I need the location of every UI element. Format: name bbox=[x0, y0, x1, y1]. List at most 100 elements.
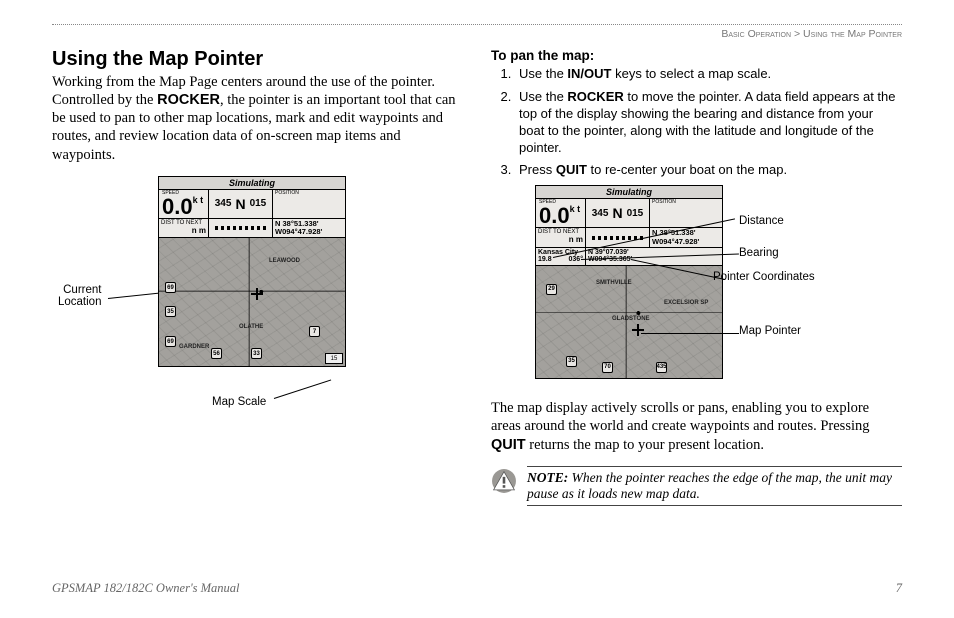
content-columns: Using the Map Pointer Working from the M… bbox=[52, 48, 902, 506]
step-text: Use the bbox=[519, 89, 567, 104]
position-label: POSITION bbox=[275, 191, 343, 197]
pointer-distance: 19.8 bbox=[538, 256, 552, 263]
breadcrumb-section: Basic Operation bbox=[721, 28, 791, 40]
map-area: 69 35 69 56 7 33 LEAWOOD GARDNER OLATHE … bbox=[159, 238, 345, 366]
intro-paragraph: Working from the Map Page centers around… bbox=[52, 73, 463, 164]
gps-screen-right: Simulating SPEED 0.0k t 345 N 015 POSITI… bbox=[535, 185, 723, 378]
speed-value: 0.0 bbox=[539, 203, 570, 228]
route-shield: 29 bbox=[546, 284, 557, 295]
closing-paragraph: The map display actively scrolls or pans… bbox=[491, 399, 902, 453]
heading-right: 015 bbox=[627, 208, 644, 219]
town-label: EXCELSIOR SP bbox=[664, 300, 708, 306]
coords-cell: N 38°51.338' W094°47.928' bbox=[650, 228, 722, 247]
dtn-unit: n m bbox=[538, 235, 583, 244]
screen-titlebar: Simulating bbox=[536, 186, 722, 199]
step-bold: ROCKER bbox=[567, 89, 623, 104]
dtn-label: DIST TO NEXT bbox=[161, 220, 202, 226]
right-column: To pan the map: Use the IN/OUT keys to s… bbox=[491, 48, 902, 506]
para-post: returns the map to your present location… bbox=[526, 437, 764, 453]
footer-page-number: 7 bbox=[896, 581, 902, 596]
route-shield: 35 bbox=[165, 306, 176, 317]
heading-cell: 345 N 015 bbox=[586, 199, 650, 227]
step-2: Use the ROCKER to move the pointer. A da… bbox=[515, 89, 902, 157]
heading-center: N bbox=[612, 205, 622, 221]
screen-row2: DIST TO NEXT n m N 38°51.338' W094°47.92… bbox=[159, 219, 345, 239]
breadcrumb-sep: > bbox=[794, 28, 800, 40]
town-label: GLADSTONE bbox=[612, 316, 650, 322]
step-text: Press bbox=[519, 162, 556, 177]
town-label: OLATHE bbox=[239, 324, 263, 330]
map-area: 29 35 70 435 SMITHVILLE GLADSTONE EXCELS… bbox=[536, 266, 722, 378]
step-3: Press QUIT to re-center your boat on the… bbox=[515, 162, 902, 179]
top-rule bbox=[52, 24, 902, 25]
step-text: Use the bbox=[519, 66, 567, 81]
position-cell: POSITION bbox=[273, 190, 345, 218]
step-bold: IN/OUT bbox=[567, 66, 611, 81]
route-shield: 69 bbox=[165, 282, 176, 293]
warning-icon bbox=[491, 468, 517, 494]
coords-cell: N 38°51.338' W094°47.928' bbox=[273, 219, 345, 238]
intro-bold: ROCKER bbox=[157, 92, 220, 108]
callout-current-location: Current Location bbox=[58, 284, 101, 308]
dtn-unit: n m bbox=[161, 226, 206, 235]
heading-bar bbox=[209, 219, 273, 238]
left-column: Using the Map Pointer Working from the M… bbox=[52, 48, 463, 506]
para-bold: QUIT bbox=[491, 437, 526, 453]
steps-list: Use the IN/OUT keys to select a map scal… bbox=[491, 66, 902, 179]
footer-title: GPSMAP 182/182C Owner's Manual bbox=[52, 581, 240, 596]
note-text: NOTE: When the pointer reaches the edge … bbox=[527, 466, 902, 506]
map-scale-indicator: 15 bbox=[325, 353, 343, 364]
step-1: Use the IN/OUT keys to select a map scal… bbox=[515, 66, 902, 83]
route-shield: 435 bbox=[656, 362, 667, 373]
speed-unit: k t bbox=[193, 195, 204, 205]
para-pre: The map display actively scrolls or pans… bbox=[491, 400, 870, 434]
gps-screen-left: Simulating SPEED 0.0k t 345 N 015 POSITI… bbox=[158, 176, 346, 368]
route-shield: 70 bbox=[602, 362, 613, 373]
note-block: NOTE: When the pointer reaches the edge … bbox=[491, 466, 902, 506]
lead-map-scale bbox=[274, 379, 331, 398]
breadcrumb: Basic Operation > Using the Map Pointer bbox=[52, 28, 902, 40]
town-label: SMITHVILLE bbox=[596, 280, 632, 286]
figure-left: Current Location Map Scale Simulating SP… bbox=[52, 176, 463, 416]
page-footer: GPSMAP 182/182C Owner's Manual 7 bbox=[52, 581, 902, 596]
route-shield: 56 bbox=[211, 348, 222, 359]
screen-titlebar: Simulating bbox=[159, 177, 345, 190]
callout-map-scale: Map Scale bbox=[212, 396, 266, 408]
screen-status-row: SPEED 0.0k t 345 N 015 POSITION bbox=[159, 190, 345, 219]
boat-cursor-icon bbox=[251, 288, 263, 300]
speed-cell: SPEED 0.0k t bbox=[159, 190, 209, 218]
section-title: Using the Map Pointer bbox=[52, 48, 463, 71]
lon-value: W094°47.928' bbox=[652, 238, 720, 246]
heading-cell: 345 N 015 bbox=[209, 190, 273, 218]
dist-to-next-cell: DIST TO NEXT n m bbox=[536, 228, 586, 247]
step-text: keys to select a map scale. bbox=[611, 66, 771, 81]
town-label: GARDNER bbox=[179, 344, 209, 350]
route-shield: 7 bbox=[309, 326, 320, 337]
step-bold: QUIT bbox=[556, 162, 587, 177]
route-shield: 33 bbox=[251, 348, 262, 359]
position-label: POSITION bbox=[652, 200, 720, 206]
heading-center: N bbox=[235, 196, 245, 212]
subheading: To pan the map: bbox=[491, 48, 902, 63]
callout-pointer-coordinates: Pointer Coordinates bbox=[713, 271, 815, 283]
town-label: LEAWOOD bbox=[269, 258, 300, 264]
callout-bearing: Bearing bbox=[739, 247, 779, 259]
route-shield: 35 bbox=[566, 356, 577, 367]
speed-unit: k t bbox=[570, 204, 581, 214]
figure-right: Simulating SPEED 0.0k t 345 N 015 POSITI… bbox=[491, 185, 902, 399]
speed-value: 0.0 bbox=[162, 194, 193, 219]
lon-value: W094°47.928' bbox=[275, 228, 343, 236]
lead-map-pointer bbox=[641, 333, 739, 334]
callout-distance: Distance bbox=[739, 215, 784, 227]
heading-left: 345 bbox=[592, 208, 609, 219]
screen-status-row: SPEED 0.0k t 345 N 015 POSITION bbox=[536, 199, 722, 228]
note-label: NOTE: bbox=[527, 470, 568, 485]
dist-to-next-cell: DIST TO NEXT n m bbox=[159, 219, 209, 238]
speed-cell: SPEED 0.0k t bbox=[536, 199, 586, 227]
heading-right: 015 bbox=[250, 198, 267, 209]
route-shield: 69 bbox=[165, 336, 176, 347]
callout-map-pointer: Map Pointer bbox=[739, 325, 801, 337]
step-text: to re-center your boat on the map. bbox=[587, 162, 787, 177]
breadcrumb-page: Using the Map Pointer bbox=[803, 28, 902, 40]
note-body: When the pointer reaches the edge of the… bbox=[527, 470, 892, 501]
